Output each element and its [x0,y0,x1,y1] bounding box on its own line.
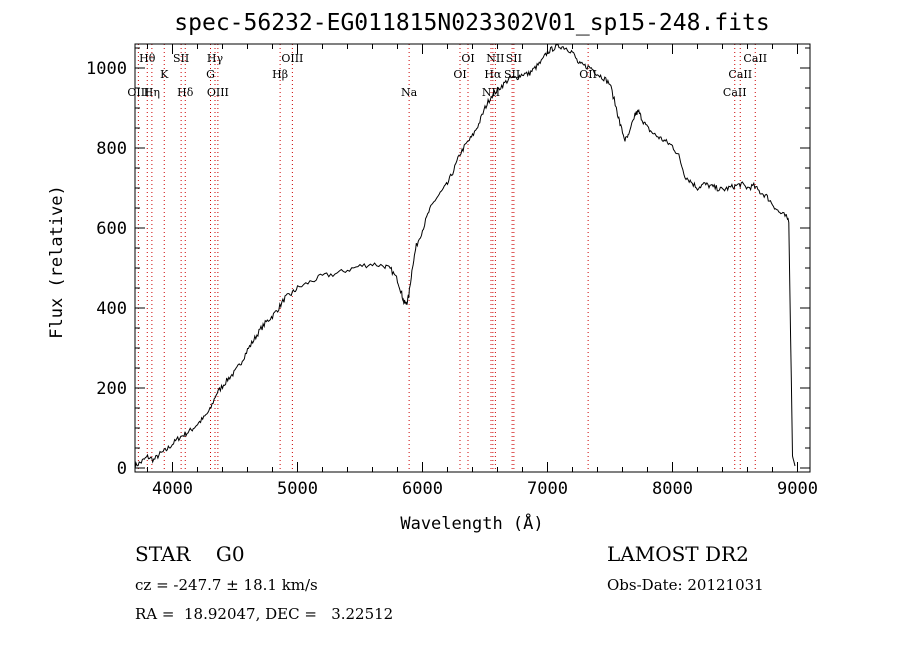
y-tick-label: 600 [96,219,127,239]
redshift-text: cz = -247.7 ± 18.1 km/s [135,576,318,594]
spectrum-line [134,43,796,469]
y-tick-label: 400 [96,299,127,319]
line-marker-label-7: CaII [743,52,767,65]
line-marker-label-1: SII [173,52,189,65]
line-marker-label-5: NII [486,52,504,65]
x-tick-label: 9000 [777,479,818,499]
line-marker-label-14: OII [579,68,597,81]
y-tick-label: 1000 [86,59,127,79]
line-marker-label-15: CaII [728,68,752,81]
x-tick-label: 6000 [402,479,443,499]
line-marker-label-18: Hδ [177,86,194,99]
line-marker-label-20: Na [401,86,418,99]
line-marker-label-2: Hγ [207,52,224,65]
spectrum-series [134,43,796,469]
y-tick-label: 800 [96,139,127,159]
survey-name: LAMOST DR2 [607,542,749,566]
y-tick-label: 0 [117,459,127,479]
line-marker-label-11: OI [453,68,466,81]
line-marker-label-22: CaII [723,86,747,99]
x-tick-label: 8000 [652,479,693,499]
line-marker-label-17: Hη [144,86,160,99]
y-axis: 0 200 400 600 800 1000 [86,47,810,479]
line-marker-label-10: Hβ [272,68,288,81]
obs-date: Obs-Date: 20121031 [607,576,764,594]
object-class: STAR G0 [135,542,245,566]
line-marker-label-6: SII [506,52,522,65]
x-tick-label: 4000 [152,479,193,499]
line-marker-label-8: K [160,68,169,81]
x-tick-label: 7000 [527,479,568,499]
plot-frame [134,43,811,473]
x-axis: 4000 5000 6000 7000 8000 9000 [147,44,818,499]
y-axis-label: Flux (relative) [47,185,67,339]
line-marker-label-12: Hα [484,68,502,81]
line-marker-label-0: Hθ [139,52,156,65]
line-marker-label-19: OIII [207,86,229,99]
line-marker-label-16: OIII [127,86,149,99]
y-tick-label: 200 [96,379,127,399]
line-marker-label-3: OIII [281,52,303,65]
line-marker-label-9: G [206,68,215,81]
x-tick-label: 5000 [277,479,318,499]
x-axis-label: Wavelength (Å) [400,512,543,534]
line-marker-label-21: NII [482,86,500,99]
chart-title: spec-56232-EG011815N023302V01_sp15-248.f… [174,10,769,36]
coordinates: RA = 18.92047, DEC = 3.22512 [135,605,394,623]
line-marker-label-4: OI [461,52,474,65]
